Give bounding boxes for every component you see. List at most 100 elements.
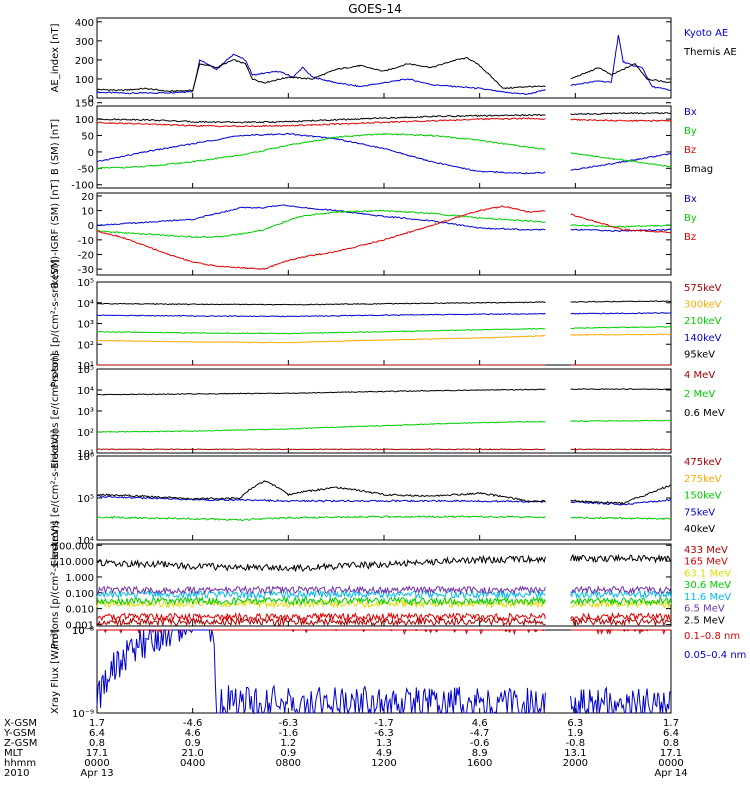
y-tick-label: 100.000 <box>53 541 94 552</box>
ephemeris-value: 1.7 <box>89 718 105 729</box>
series-line-4-3-0 <box>97 312 546 318</box>
series-line-8-1-0 <box>96 629 546 715</box>
series-line-2-1-0 <box>96 132 546 170</box>
legend-6-4: 40keV <box>684 524 715 535</box>
ephemeris-value: 1.2 <box>280 738 296 749</box>
series-line-8-0-0 <box>97 629 546 636</box>
y-axis-label: AE_index [nT] <box>50 23 61 92</box>
legend-3-1: By <box>684 213 697 224</box>
series-line-4-2-1 <box>570 325 671 330</box>
ephemeris-value: 0800 <box>276 758 301 769</box>
ephemeris-value: -0.6 <box>470 738 490 749</box>
series-line-2-1-1 <box>570 152 672 168</box>
ephemeris-value: 0000 <box>84 758 109 769</box>
series-line-3-2-1 <box>570 213 672 234</box>
legend-6-3: 75keV <box>684 507 715 518</box>
ephemeris-value: 0.8 <box>89 738 105 749</box>
ephemeris-value: -1.7 <box>374 718 394 729</box>
ephemeris-value: 0.9 <box>280 748 296 759</box>
y-axis-label: B (SM)-IGRF (SM) [nT] <box>50 179 61 288</box>
series-line-5-1-1 <box>570 419 672 423</box>
legend-7-5: 6.5 MeV <box>684 604 725 615</box>
series-line-8-0-1 <box>570 628 671 636</box>
ephemeris-value: Apr 13 <box>80 768 113 779</box>
legend-7-1: 165 MeV <box>684 557 728 568</box>
ephemeris-value: -1.6 <box>279 728 299 739</box>
y-tick-label: -10 <box>78 236 94 247</box>
y-tick-label: 10⁴ <box>77 386 94 397</box>
ephemeris-value: 1200 <box>371 758 396 769</box>
legend-2-0: Bx <box>684 107 697 118</box>
series-line-5-0-0 <box>96 448 546 451</box>
series-line-2-2-1 <box>570 118 672 123</box>
y-tick-label: 0.010 <box>65 605 94 616</box>
ephemeris-value: 1.9 <box>567 728 583 739</box>
panel-frame-3 <box>96 192 672 276</box>
ephemeris-value: 1.7 <box>663 718 679 729</box>
ephemeris-value: 0.9 <box>185 738 201 749</box>
ephemeris-value: 4.6 <box>185 728 201 739</box>
y-tick-label: -30 <box>78 265 94 276</box>
legend-4-0: 575keV <box>684 283 722 294</box>
ephemeris-value: -4.7 <box>470 728 490 739</box>
panel-frame-4 <box>96 281 672 366</box>
series-line-3-1-0 <box>97 209 546 239</box>
series-line-1-0-0 <box>96 53 546 95</box>
y-tick-label: 10³ <box>77 407 94 418</box>
legend-3-2: Bz <box>684 232 696 243</box>
y-tick-label: -100 <box>71 181 94 192</box>
ephemeris-value: 0.8 <box>663 738 679 749</box>
legend-5-2: 0.6 MeV <box>684 408 725 419</box>
y-tick-label: 10⁵ <box>77 278 94 289</box>
ephemeris-value: 17.1 <box>86 748 108 759</box>
panel-frame-1 <box>96 17 672 99</box>
series-line-5-1-0 <box>96 420 546 433</box>
y-tick-label: 0.100 <box>65 589 94 600</box>
series-line-4-1-1 <box>570 333 671 336</box>
series-line-5-2-0 <box>97 388 546 396</box>
series-line-6-4-1 <box>570 484 672 505</box>
y-tick-label: 200 <box>75 56 94 67</box>
y-tick-label: 50 <box>81 132 94 143</box>
series-line-8-1-1 <box>570 686 672 715</box>
y-tick-label: 10⁻⁸ <box>72 626 94 637</box>
panel-frame-8 <box>96 629 672 714</box>
series-line-5-0-1 <box>570 448 672 451</box>
legend-7-0: 433 MeV <box>684 545 728 556</box>
y-tick-label: 10⁶ <box>77 452 94 463</box>
series-line-4-4-1 <box>570 300 672 303</box>
series-line-7-0-0 <box>96 616 546 628</box>
series-line-6-4-0 <box>96 480 546 503</box>
y-tick-label: 100 <box>75 115 94 126</box>
legend-7-6: 2.5 MeV <box>684 615 725 626</box>
ephemeris-value: -6.3 <box>279 718 299 729</box>
series-line-7-1-1 <box>570 611 672 622</box>
ephemeris-value: 0400 <box>180 758 205 769</box>
legend-1-1: Themis AE <box>683 47 737 58</box>
legend-1-0: Kyoto AE <box>684 28 728 39</box>
series-line-7-6-1 <box>570 553 672 564</box>
series-line-1-0-1 <box>570 34 672 91</box>
legend-7-2: 63.1 MeV <box>684 568 731 579</box>
y-axis-label: Electrons [e/(cm²-s-sr-keV)] <box>50 429 61 566</box>
series-line-1-1-1 <box>570 62 672 84</box>
y-tick-label: 10² <box>77 340 94 351</box>
series-line-2-0-0 <box>96 132 546 175</box>
series-line-7-1-0 <box>96 611 546 622</box>
series-line-7-5-0 <box>96 584 546 596</box>
ephemeris-label: Z-GSM <box>4 738 37 749</box>
y-axis-label: Xray Flux [W/m²] <box>50 629 61 714</box>
legend-4-2: 210keV <box>684 316 722 327</box>
series-line-3-1-1 <box>570 224 672 228</box>
series-line-7-5-1 <box>570 585 672 595</box>
y-tick-label: 1.000 <box>65 573 94 584</box>
y-tick-label: 400 <box>75 18 94 29</box>
y-tick-label: 150 <box>75 99 94 110</box>
series-line-6-2-1 <box>570 516 672 521</box>
y-axis-label: Electrons [e/(cm²-s-sr)] <box>50 353 61 469</box>
y-tick-label: 10¹ <box>77 361 94 372</box>
ephemeris-value: 6.4 <box>663 728 679 739</box>
y-tick-label: -50 <box>78 164 94 175</box>
legend-6-0: 475keV <box>684 457 722 468</box>
